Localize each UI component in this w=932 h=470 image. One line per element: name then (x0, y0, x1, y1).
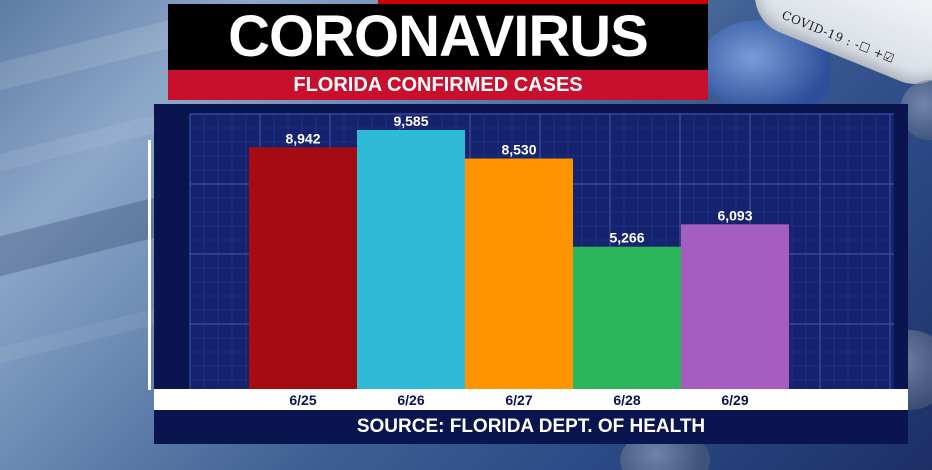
background-streak (0, 196, 160, 284)
page-title: CORONAVIRUS (228, 4, 649, 69)
subtitle-banner: FLORIDA CONFIRMED CASES (168, 70, 708, 100)
x-tick-label: 6/28 (613, 392, 640, 408)
data-label: 6,093 (717, 207, 752, 223)
divider (148, 140, 151, 390)
source-banner: SOURCE: FLORIDA DEPT. OF HEALTH (154, 410, 908, 444)
bar-6/28 (573, 246, 681, 389)
chart-subtitle: FLORIDA CONFIRMED CASES (293, 74, 583, 96)
source-caption: SOURCE: FLORIDA DEPT. OF HEALTH (356, 416, 706, 437)
x-tick-label: 6/26 (397, 392, 424, 408)
bar-6/29 (681, 224, 789, 389)
background-streak (0, 307, 160, 369)
x-tick-label: 6/25 (289, 392, 316, 408)
bar-6/25 (249, 147, 357, 389)
data-label: 8,942 (285, 130, 320, 146)
x-tick-label: 6/27 (505, 392, 532, 408)
background-streak (0, 111, 170, 187)
title-accent-bar (378, 0, 708, 4)
bar-6/26 (357, 130, 465, 389)
title-banner: CORONAVIRUS (168, 4, 708, 70)
data-label: 9,585 (393, 113, 428, 129)
bar-chart: 8,942 6/25 9,585 6/26 8,530 6/27 5,266 6/28 6,09… (154, 113, 908, 410)
data-label: 5,266 (609, 230, 644, 246)
bar-6/27 (465, 158, 573, 389)
x-axis-band (154, 389, 908, 410)
chart-panel: 8,942 6/25 9,585 6/26 8,530 6/27 5,266 6/28 6,09… (154, 104, 908, 444)
data-label: 8,530 (501, 142, 536, 158)
x-tick-label: 6/29 (721, 392, 748, 408)
